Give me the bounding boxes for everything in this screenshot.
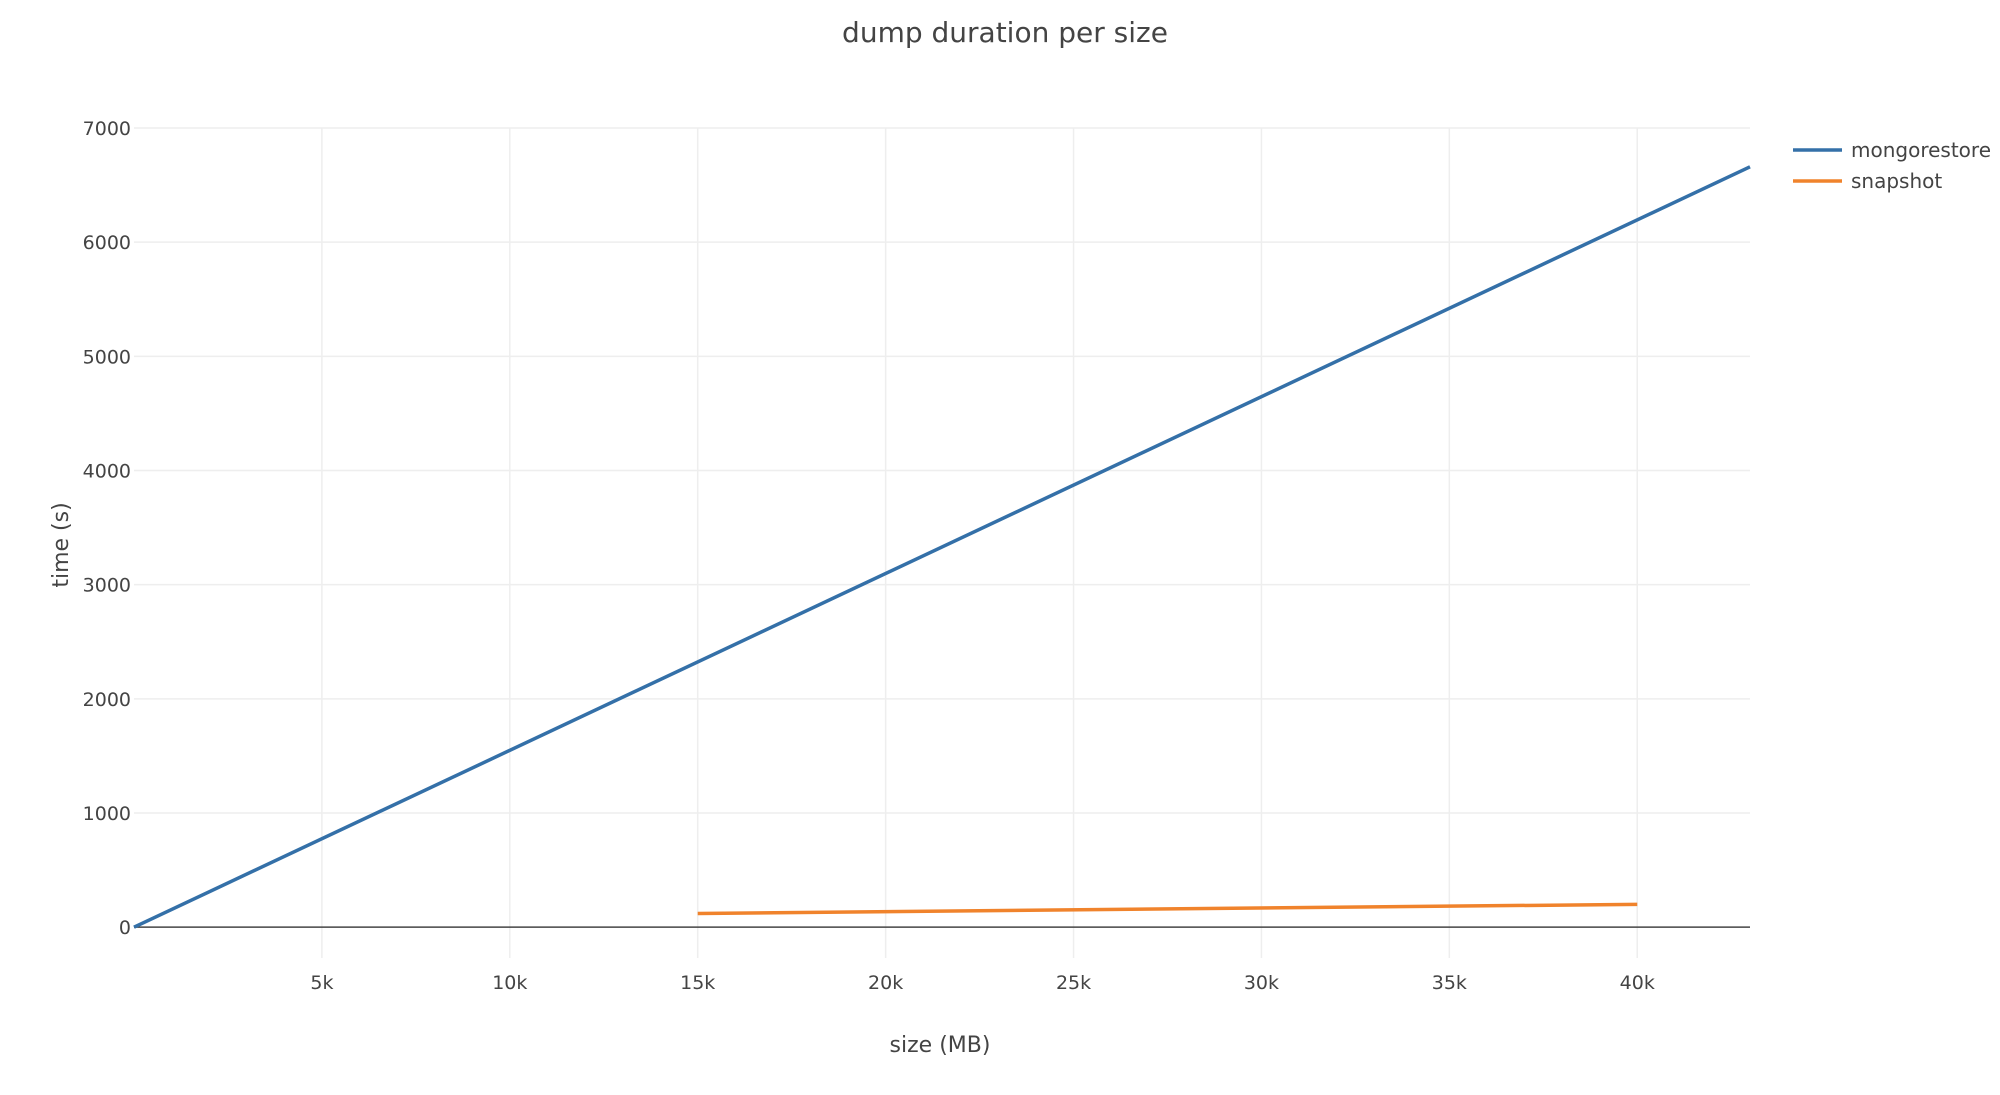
series-line-snapshot xyxy=(697,902,1638,916)
y-axis-title: time (s) xyxy=(49,502,74,587)
x-tick-label: 30k xyxy=(1244,972,1279,994)
legend-item-mongorestore[interactable]: mongorestore xyxy=(1793,138,1991,162)
y-tick-label: 7000 xyxy=(83,118,131,140)
y-tick-label: 6000 xyxy=(83,232,131,254)
legend: mongorestore snapshot xyxy=(1793,138,1991,193)
y-tick-label: 1000 xyxy=(83,803,131,825)
gridlines xyxy=(134,127,1750,958)
x-tick-label: 20k xyxy=(868,972,903,994)
y-tick-label: 2000 xyxy=(83,689,131,711)
y-axis-ticks: 0 1000 2000 3000 4000 5000 6000 7000 xyxy=(83,118,131,939)
y-tick-label: 0 xyxy=(119,917,131,939)
legend-item-snapshot[interactable]: snapshot xyxy=(1793,169,1942,193)
y-tick-label: 4000 xyxy=(83,461,131,483)
y-tick-label: 5000 xyxy=(83,346,131,368)
x-tick-label: 15k xyxy=(680,972,715,994)
x-tick-label: 25k xyxy=(1056,972,1091,994)
x-tick-label: 35k xyxy=(1432,972,1467,994)
series-lines xyxy=(133,165,1751,929)
x-tick-label: 5k xyxy=(310,972,333,994)
x-axis-ticks: 5k 10k 15k 20k 25k 30k 35k 40k xyxy=(310,972,1654,994)
x-tick-label: 40k xyxy=(1620,972,1655,994)
y-tick-label: 3000 xyxy=(83,575,131,597)
series-line-mongorestore xyxy=(133,165,1751,929)
legend-label-snapshot: snapshot xyxy=(1851,169,1942,193)
x-tick-label: 10k xyxy=(492,972,527,994)
x-axis-title: size (MB) xyxy=(890,1033,991,1058)
chart-title: dump duration per size xyxy=(842,16,1168,49)
legend-label-mongorestore: mongorestore xyxy=(1851,138,1991,162)
